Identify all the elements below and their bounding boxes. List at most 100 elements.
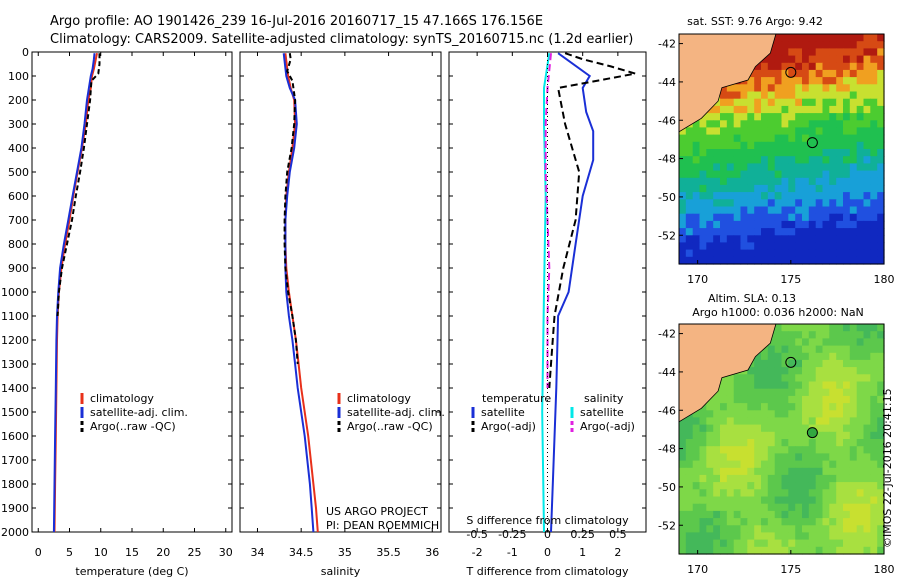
- field-cell: [726, 141, 735, 150]
- field-cell: [802, 395, 810, 404]
- field-cell: [802, 424, 810, 433]
- field-cell: [761, 77, 769, 85]
- field-cell: [679, 474, 687, 483]
- field-cell: [849, 177, 858, 186]
- field-cell: [856, 352, 865, 361]
- field-cell: [795, 374, 803, 383]
- field-cell: [726, 134, 735, 143]
- field-cell: [802, 77, 810, 85]
- field-cell: [802, 199, 810, 208]
- field-cell: [679, 503, 687, 512]
- field-cell: [685, 141, 694, 150]
- field-cell: [692, 532, 701, 541]
- field-cell: [740, 374, 748, 383]
- field-cell: [863, 134, 871, 143]
- field-cell: [856, 496, 865, 505]
- field-cell: [802, 242, 810, 251]
- field-cell: [679, 192, 687, 200]
- field-cell: [754, 439, 762, 447]
- field-cell: [870, 156, 878, 164]
- field-cell: [774, 41, 783, 49]
- field-cell: [863, 199, 871, 208]
- field-cell: [781, 417, 789, 426]
- field-cell: [849, 388, 858, 397]
- field-cell: [679, 510, 687, 519]
- field-cell: [713, 446, 721, 454]
- field-cell: [761, 127, 769, 136]
- plot-frame: [31, 51, 233, 533]
- field-cell: [726, 98, 735, 107]
- field-cell: [870, 149, 878, 157]
- field-cell: [877, 192, 885, 200]
- field-cell: [713, 474, 721, 483]
- field-cell: [747, 439, 755, 447]
- field-cell: [692, 518, 701, 526]
- field-cell: [877, 467, 885, 476]
- field-cell: [774, 518, 783, 526]
- field-cell: [877, 149, 885, 157]
- field-cell: [863, 34, 871, 42]
- field-cell: [761, 388, 769, 397]
- field-cell: [863, 84, 871, 93]
- field-cell: [720, 518, 728, 526]
- field-cell: [843, 113, 851, 121]
- field-cell: [870, 539, 878, 548]
- field-cell: [836, 367, 844, 375]
- field-cell: [692, 482, 701, 490]
- field-cell: [699, 242, 707, 251]
- map-frame: [678, 323, 885, 555]
- field-cell: [706, 439, 714, 447]
- field-cell: [706, 431, 714, 440]
- field-cell: [795, 439, 803, 447]
- field-cell: [849, 417, 858, 426]
- field-cell: [870, 439, 878, 447]
- field-cell: [733, 496, 742, 505]
- field-cell: [747, 120, 755, 129]
- field-cell: [815, 84, 824, 93]
- field-cell: [822, 41, 830, 49]
- field-cell: [849, 395, 858, 404]
- y-tick-label: -44: [658, 366, 676, 379]
- field-cell: [843, 381, 851, 390]
- field-cell: [856, 453, 865, 462]
- field-cell: [795, 62, 803, 71]
- field-cell: [843, 532, 851, 541]
- field-cell: [713, 199, 721, 208]
- field-cell: [679, 439, 687, 447]
- field-cell: [699, 213, 707, 222]
- field-cell: [685, 453, 694, 462]
- field-cell: [843, 395, 851, 404]
- field-cell: [829, 460, 837, 469]
- field-cell: [788, 503, 796, 512]
- field-cell: [808, 467, 817, 476]
- field-cell: [713, 439, 721, 447]
- field-cell: [870, 105, 878, 114]
- field-cell: [706, 496, 714, 505]
- field-cell: [808, 105, 817, 114]
- field-cell: [815, 367, 824, 375]
- field-cell: [706, 460, 714, 469]
- field-cell: [685, 249, 694, 258]
- field-cell: [863, 98, 871, 107]
- x-axis-label: T difference from climatology: [466, 565, 629, 578]
- field-cell: [815, 446, 824, 454]
- field-cell: [829, 69, 837, 78]
- field-cell: [713, 141, 721, 150]
- field-cell: [870, 184, 878, 193]
- field-cell: [849, 374, 858, 383]
- field-cell: [788, 149, 796, 157]
- field-cell: [720, 213, 728, 222]
- field-cell: [706, 410, 714, 419]
- field-cell: [822, 546, 830, 555]
- field-cell: [829, 367, 837, 375]
- field-cell: [815, 242, 824, 251]
- field-cell: [692, 467, 701, 476]
- field-cell: [699, 177, 707, 186]
- field-cell: [829, 48, 837, 57]
- field-cell: [774, 69, 783, 78]
- field-cell: [863, 69, 871, 78]
- field-cell: [733, 199, 742, 208]
- field-cell: [836, 446, 844, 454]
- field-cell: [713, 127, 721, 136]
- field-cell: [815, 228, 824, 236]
